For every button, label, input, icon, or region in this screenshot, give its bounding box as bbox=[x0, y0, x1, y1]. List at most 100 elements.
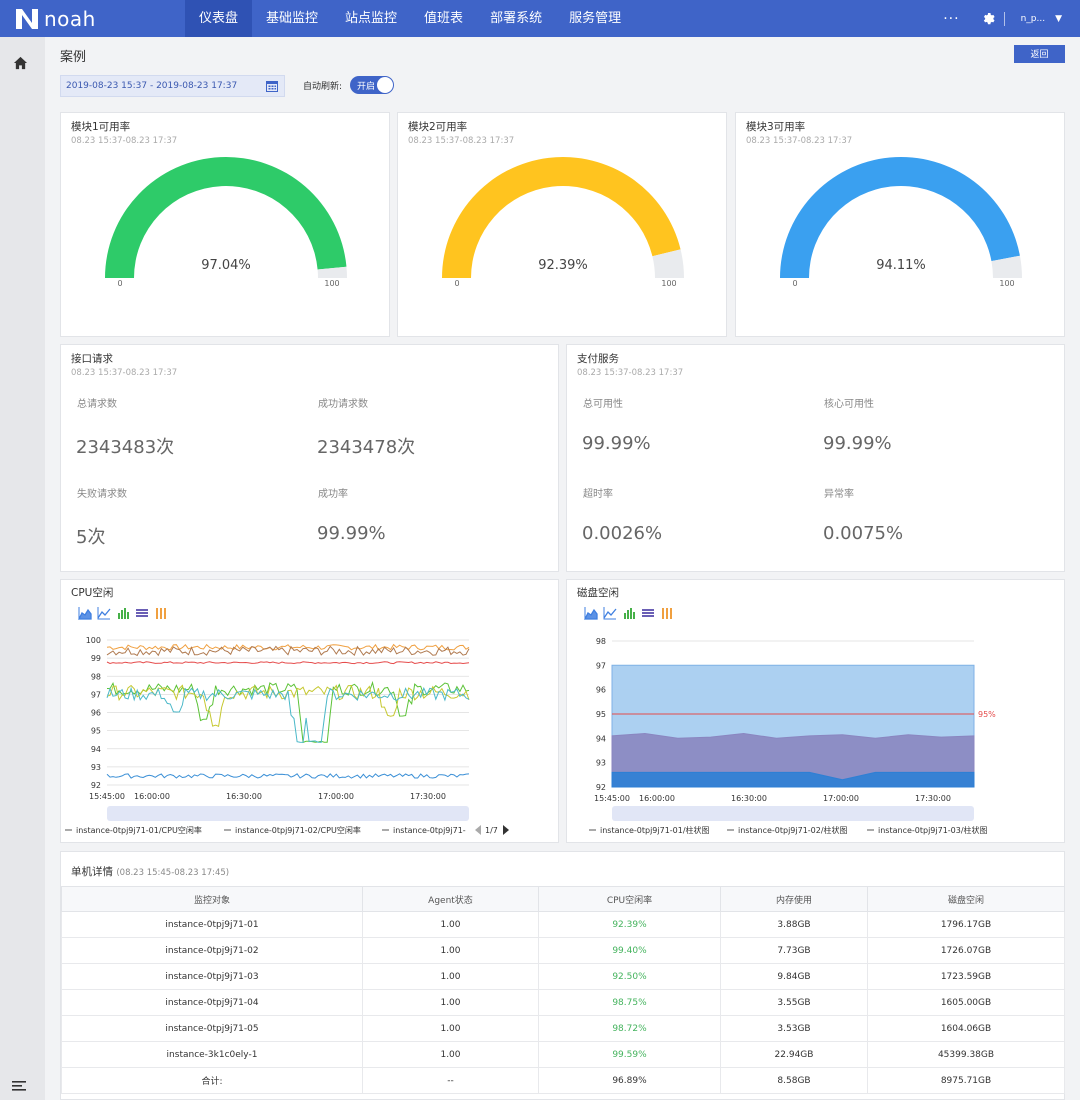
cell-agent: 1.00 bbox=[362, 911, 539, 938]
stat-label-error-rate: 异常率 bbox=[824, 489, 854, 500]
gauge-value-arc bbox=[105, 157, 347, 278]
stat-value-success-rate: 99.99% bbox=[317, 523, 386, 544]
legend-label[interactable]: instance-0tpj9j71-02/柱状图 bbox=[738, 825, 848, 835]
home-icon[interactable] bbox=[13, 56, 28, 70]
gauge-title: 模块1可用率 bbox=[71, 121, 131, 133]
auto-refresh-label: 自动刷新: bbox=[303, 82, 343, 92]
toggle-label: 开启 bbox=[357, 82, 376, 92]
back-button[interactable]: 返回 bbox=[1014, 45, 1065, 63]
stat-label-success-requests: 成功请求数 bbox=[318, 399, 368, 410]
nav-item-deploy-system[interactable]: 部署系统 bbox=[490, 11, 543, 26]
legend-label[interactable]: instance-0tpj9j71- bbox=[393, 826, 466, 835]
col-header-cpu[interactable]: CPU空闲率 bbox=[538, 886, 721, 912]
area-chart-icon[interactable] bbox=[77, 607, 92, 620]
cell-cpu: 99.40% bbox=[538, 937, 721, 964]
x-tick-label: 17:30:00 bbox=[915, 794, 951, 803]
timeline-scrollbar[interactable] bbox=[612, 806, 974, 821]
tiled-chart-icon[interactable] bbox=[155, 607, 168, 620]
table-range: (08.23 15:45-08.23 17:45) bbox=[116, 868, 230, 878]
cell-agent: 1.00 bbox=[362, 1015, 539, 1042]
nav-item-dashboard[interactable]: 仪表盘 bbox=[185, 0, 253, 37]
legend-next-icon[interactable] bbox=[503, 825, 509, 835]
sidebar bbox=[0, 37, 45, 1100]
cell-memory: 3.88GB bbox=[720, 911, 868, 938]
stat-label-core-availability: 核心可用性 bbox=[824, 399, 874, 410]
y-tick-label: 98 bbox=[596, 637, 606, 646]
gauge-panel-module3: 模块3可用率 08.23 15:37-08.23 17:37 94.11% 0 10… bbox=[735, 112, 1065, 337]
nav-item-duty-table[interactable]: 值班表 bbox=[424, 11, 464, 26]
legend-prev-icon[interactable] bbox=[475, 825, 481, 835]
stacked-chart-icon[interactable] bbox=[136, 607, 149, 620]
panel-title: 接口请求 bbox=[71, 353, 113, 365]
cell-disk: 1604.06GB bbox=[867, 1015, 1065, 1042]
page-title: 案例 bbox=[60, 50, 87, 65]
y-tick-label: 99 bbox=[91, 654, 101, 663]
col-header-agent[interactable]: Agent状态 bbox=[362, 886, 539, 912]
cell-target: instance-0tpj9j71-02 bbox=[61, 937, 363, 964]
chevron-down-icon[interactable]: ▼ bbox=[1055, 13, 1062, 24]
legend-label[interactable]: instance-0tpj9j71-01/CPU空闲率 bbox=[76, 825, 202, 835]
col-header-disk[interactable]: 磁盘空闲 bbox=[867, 886, 1065, 912]
gauge-chart: 94.11% 0 100 bbox=[780, 157, 1022, 288]
gauge-min-label: 0 bbox=[454, 279, 459, 288]
stat-value-failed-requests: 5次 bbox=[76, 527, 106, 548]
cell-cpu: 92.39% bbox=[538, 911, 721, 938]
logo[interactable]: noah bbox=[14, 6, 96, 31]
stacked-chart-icon[interactable] bbox=[642, 607, 655, 620]
gauge-min-label: 0 bbox=[792, 279, 797, 288]
x-tick-label: 16:30:00 bbox=[731, 794, 767, 803]
toggle-knob bbox=[377, 77, 393, 93]
gauge-max-label: 100 bbox=[999, 279, 1014, 288]
user-name[interactable]: n_p... bbox=[1020, 13, 1046, 24]
nav-item-site-monitor[interactable]: 站点监控 bbox=[345, 11, 398, 26]
table-header-row: 监控对象 Agent状态 CPU空闲率 内存使用 磁盘空闲 bbox=[61, 886, 1065, 912]
api-request-panel: 接口请求 08.23 15:37-08.23 17:37 总请求数 234348… bbox=[60, 344, 559, 572]
bar-chart-icon[interactable] bbox=[623, 607, 636, 620]
y-tick-label: 94 bbox=[91, 745, 101, 754]
table-row: instance-0tpj9j71-02 1.00 99.40% 7.73GB 1726… bbox=[61, 937, 1065, 964]
line-chart-icon[interactable] bbox=[603, 607, 617, 620]
gauge-remaining-arc bbox=[652, 249, 684, 278]
calendar-icon[interactable] bbox=[266, 80, 278, 92]
gauge-title: 模块2可用率 bbox=[408, 121, 468, 133]
line-chart-icon[interactable] bbox=[97, 607, 111, 620]
menu-icon[interactable] bbox=[12, 1080, 26, 1093]
panel-range: 08.23 15:37-08.23 17:37 bbox=[577, 368, 684, 378]
legend-label[interactable]: instance-0tpj9j71-01/柱状图 bbox=[600, 825, 710, 835]
cell-memory: 8.58GB bbox=[720, 1067, 868, 1094]
gauge-range: 08.23 15:37-08.23 17:37 bbox=[71, 136, 178, 146]
chart-title: 磁盘空闲 bbox=[577, 587, 619, 599]
cell-memory: 9.84GB bbox=[720, 963, 868, 990]
gauge-value-arc bbox=[442, 157, 681, 278]
x-tick-label: 16:30:00 bbox=[226, 792, 262, 801]
table-row: instance-0tpj9j71-01 1.00 92.39% 3.88GB 1796… bbox=[61, 911, 1065, 938]
cell-cpu: 96.89% bbox=[538, 1067, 721, 1094]
cell-agent: 1.00 bbox=[362, 989, 539, 1016]
gauge-value-arc bbox=[780, 157, 1020, 278]
cpu-idle-chart-panel: CPU空闲 92 93 94 95 96 97 98 99 100 15:45:00 16:00:0… bbox=[60, 579, 559, 843]
x-tick-label: 17:00:00 bbox=[823, 794, 859, 803]
cpu-idle-chart: 92 93 94 95 96 97 98 99 100 15:45:00 16:00:00 16:30… bbox=[65, 607, 509, 835]
legend-label[interactable]: instance-0tpj9j71-03/柱状图 bbox=[878, 825, 988, 835]
gauge-chart: 92.39% 0 100 bbox=[442, 157, 684, 288]
gear-icon[interactable] bbox=[982, 12, 996, 26]
legend-label[interactable]: instance-0tpj9j71-02/CPU空闲率 bbox=[235, 825, 361, 835]
disk-series-area bbox=[611, 771, 975, 788]
cell-target: instance-0tpj9j71-05 bbox=[61, 1015, 363, 1042]
nav-item-service-manage[interactable]: 服务管理 bbox=[569, 11, 622, 26]
bar-chart-icon[interactable] bbox=[117, 607, 130, 620]
col-header-memory[interactable]: 内存使用 bbox=[720, 886, 868, 912]
x-tick-label: 15:45:00 bbox=[594, 794, 630, 803]
x-tick-label: 15:45:00 bbox=[89, 792, 125, 801]
area-chart-icon[interactable] bbox=[583, 607, 598, 620]
more-icon[interactable]: ··· bbox=[943, 10, 960, 27]
nav-item-basic-monitor[interactable]: 基础监控 bbox=[266, 11, 319, 26]
timeline-scrollbar[interactable] bbox=[107, 806, 469, 821]
gauge-range: 08.23 15:37-08.23 17:37 bbox=[408, 136, 515, 146]
auto-refresh-toggle[interactable]: 开启 bbox=[350, 76, 394, 94]
cell-target: instance-0tpj9j71-03 bbox=[61, 963, 363, 990]
tiled-chart-icon[interactable] bbox=[661, 607, 674, 620]
date-range-picker[interactable]: 2019-08-23 15:37 - 2019-08-23 17:37 bbox=[60, 75, 285, 97]
legend-page: 1/7 bbox=[485, 826, 498, 835]
col-header-target[interactable]: 监控对象 bbox=[61, 886, 363, 912]
